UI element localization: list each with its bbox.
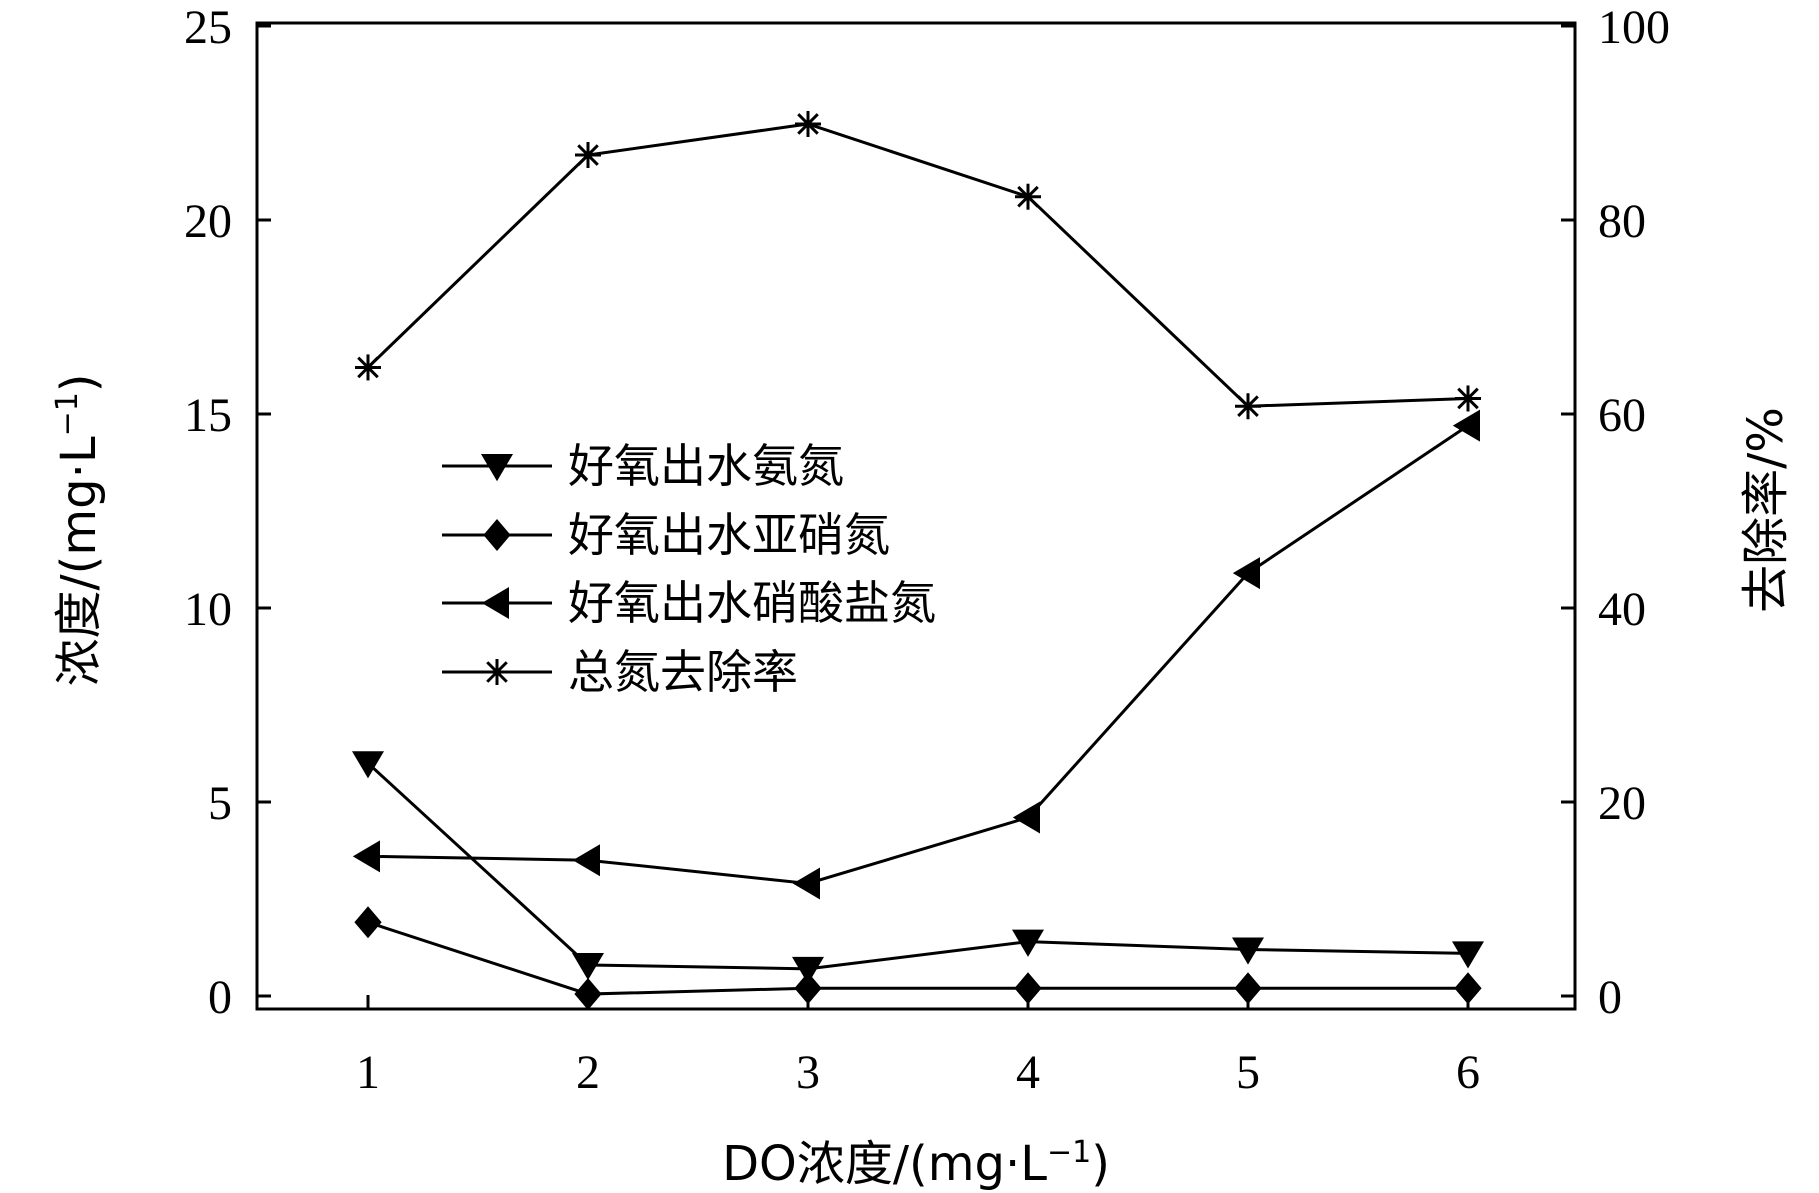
data-point [1235,393,1261,420]
y-left-axis-title-sup: −1 [50,392,85,436]
data-point [1014,972,1042,1005]
legend-item: 好氧出水氨氮 [442,439,844,493]
y-left-axis-title-end: ) [51,373,107,392]
data-point [574,978,602,1011]
y-left-tick-label: 20 [184,195,232,248]
data-point [1454,972,1482,1005]
series-line [367,424,1469,886]
series-line [367,920,1468,996]
data-point [794,972,822,1005]
y-right-tick-label: 80 [1598,195,1646,248]
series-line [366,762,1469,971]
legend-marker [483,519,511,551]
data-point [355,354,381,381]
data-point [795,110,821,137]
y-left-tick-label: 15 [184,389,232,442]
y-left-tick-label: 10 [184,583,232,636]
x-tick-label: 2 [576,1046,600,1099]
legend-label: 总氮去除率 [568,645,798,699]
x-axis-title-sup: −1 [1047,1135,1091,1170]
data-point [1012,801,1040,834]
data-point [352,840,380,873]
y-left-axis-title: 浓度/(mg·L−1) [50,373,107,686]
data-point [1232,937,1264,965]
x-tick-label: 5 [1236,1046,1260,1099]
data-point [1015,183,1041,210]
x-tick-label: 1 [356,1046,380,1099]
data-point [354,906,382,939]
series-2 [352,409,1480,900]
y-left-tick-label: 25 [184,1,232,54]
y-right-tick-label: 100 [1598,1,1670,54]
y-left-tick-label: 0 [208,971,232,1024]
y-right-tick-label: 0 [1598,971,1622,1024]
x-tick-label: 6 [1456,1046,1480,1099]
series-0 [352,751,1484,985]
data-point [1012,929,1044,957]
data-point [1452,941,1484,969]
legend-marker [481,587,509,619]
x-tick-label: 3 [796,1046,820,1099]
x-tick-label: 4 [1016,1046,1040,1099]
data-point [1232,557,1260,590]
legend-marker [484,659,510,685]
legend-label: 好氧出水硝酸盐氮 [568,576,936,630]
y-right-axis-ticks: 0 20 40 60 80 100 [1561,1,1670,1024]
plot-frame [255,21,1577,1011]
series-3 [355,110,1481,420]
data-point [1455,385,1481,412]
data-point [1452,409,1480,442]
x-axis-title-end: ) [1091,1136,1110,1192]
y-left-tick-label: 5 [208,777,232,830]
y-left-axis-title-main: 浓度/(mg·L [51,436,107,686]
y-right-tick-label: 60 [1598,389,1646,442]
legend-label: 好氧出水亚硝氮 [568,508,890,562]
data-point [792,956,824,985]
data-point [572,844,600,877]
series-line [366,122,1469,408]
data-point [572,952,604,981]
legend-item: 总氮去除率 [442,645,798,699]
y-left-axis-ticks: 0 5 10 15 20 25 [184,1,271,1024]
y-right-axis-title: 去除率/% [1738,407,1794,613]
legend-marker [481,454,513,482]
legend-item: 好氧出水亚硝氮 [442,508,890,562]
data-point [1234,972,1262,1005]
y-right-tick-label: 20 [1598,777,1646,830]
legend-label: 好氧出水氨氮 [568,439,844,493]
data-point [575,142,601,169]
x-axis-ticks: 1 2 3 4 5 6 [356,995,1480,1099]
x-axis-title-main: DO浓度/(mg·L [722,1136,1047,1192]
x-axis-title: DO浓度/(mg·L−1) [722,1135,1110,1192]
data-point [792,867,820,900]
series-layer [352,110,1484,1011]
legend-item: 好氧出水硝酸盐氮 [442,576,936,630]
series-1 [354,906,1482,1011]
data-point [352,751,384,779]
y-right-tick-label: 40 [1598,583,1646,636]
